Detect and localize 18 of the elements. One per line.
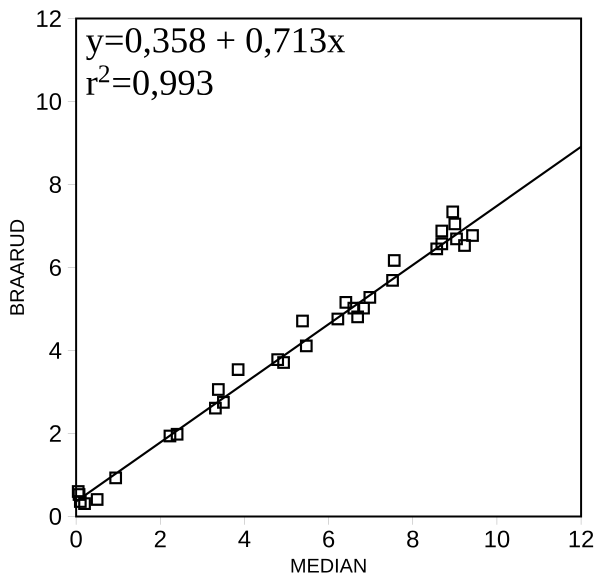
y-tick-label: 0 — [50, 508, 62, 526]
y-tick-label: 12 — [37, 10, 61, 27]
annotation: r$^{2}$=0,993 — [86, 65, 212, 100]
x-tick-label: 8 — [407, 530, 418, 548]
y-tick-label: 4 — [49, 342, 62, 359]
y-tick-label: 6 — [50, 259, 61, 276]
y-axis-title: BRAARUD — [10, 220, 24, 315]
annotation: y=0,358 + 0,713x — [86, 28, 345, 60]
x-tick-label: 0 — [70, 530, 82, 548]
y-tick-label: 2 — [50, 425, 61, 442]
x-tick-label: 2 — [154, 530, 166, 548]
y-tick-label: 8 — [50, 176, 61, 194]
x-tick-label: 4 — [238, 530, 250, 548]
x-tick-label: 12 — [570, 530, 594, 548]
y-tick-label: 10 — [37, 93, 62, 110]
x-tick-label: 6 — [323, 530, 334, 548]
x-axis-title: MEDIAN — [292, 558, 366, 573]
x-tick-label: 10 — [485, 530, 510, 548]
